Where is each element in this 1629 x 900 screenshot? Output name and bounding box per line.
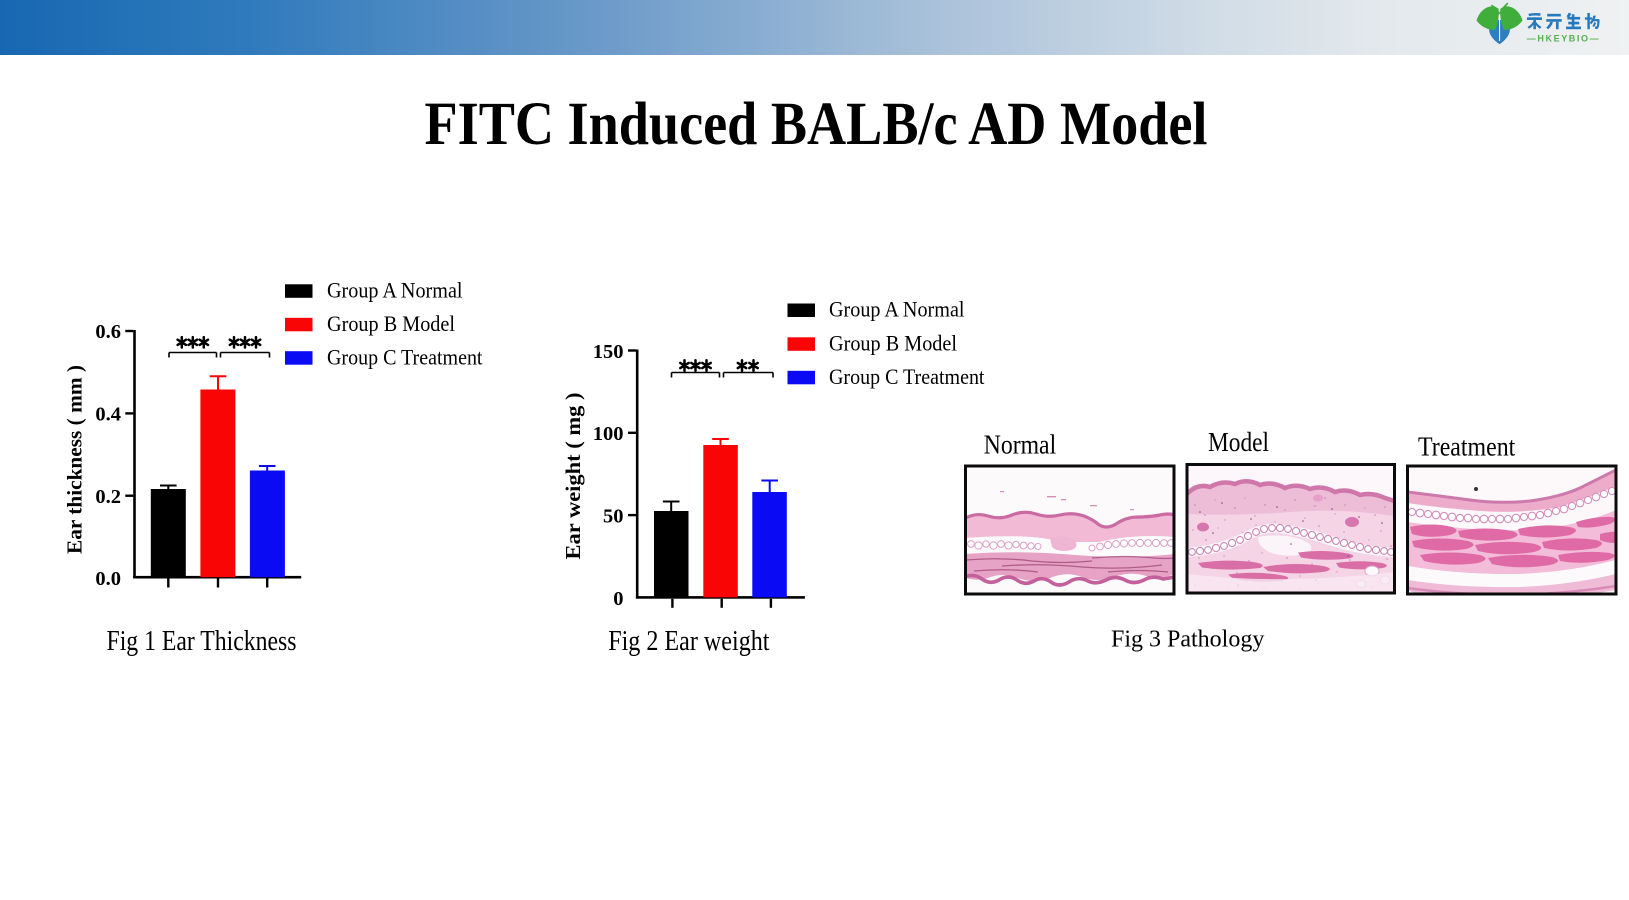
svg-text:50: 50 [603,506,624,528]
svg-text:150: 150 [593,341,624,363]
svg-text:Group A Normal: Group A Normal [327,278,463,303]
svg-text:Group B Model: Group B Model [327,311,455,336]
svg-text:Group C Treatment: Group C Treatment [829,364,985,389]
svg-text:Fig 1 Ear Thickness: Fig 1 Ear Thickness [107,626,297,657]
svg-text:Ear weight ( mg ): Ear weight ( mg ) [561,393,585,560]
svg-text:Fig 3 Pathology: Fig 3 Pathology [1111,627,1264,653]
svg-text:Group C Treatment: Group C Treatment [327,345,483,370]
svg-text:0.6: 0.6 [95,321,121,343]
svg-text:Model: Model [1208,427,1269,457]
svg-text:Group A Normal: Group A Normal [829,297,965,322]
svg-text:Normal: Normal [984,430,1056,460]
svg-text:100: 100 [593,423,624,445]
svg-text:Treatment: Treatment [1418,432,1516,462]
svg-text:0.0: 0.0 [95,568,121,590]
svg-text:FITC Induced BALB/c AD Model: FITC Induced BALB/c AD Model [425,91,1208,158]
svg-text:Group B Model: Group B Model [829,331,957,356]
svg-text:Fig 2 Ear weight: Fig 2 Ear weight [608,626,769,657]
svg-text:0: 0 [613,588,623,610]
svg-text:0.4: 0.4 [95,403,121,425]
svg-text:0.2: 0.2 [95,486,121,508]
svg-text:Ear thickness ( mm ): Ear thickness ( mm ) [63,365,87,554]
svg-text:—HKEYBIO—: —HKEYBIO— [1527,34,1600,44]
